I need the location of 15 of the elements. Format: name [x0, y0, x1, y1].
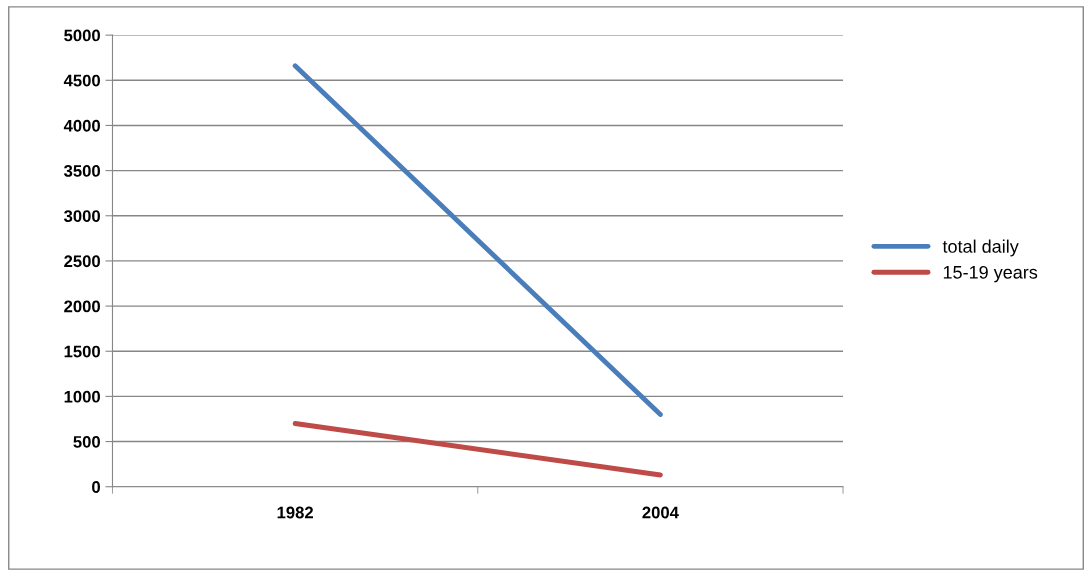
- y-tick-label: 1500: [64, 345, 100, 358]
- y-tick-label: 4000: [63, 119, 100, 132]
- legend-label: total daily: [942, 239, 1019, 257]
- y-tick-label: 500: [73, 435, 100, 448]
- legend-label: 15-19 years: [943, 265, 1038, 283]
- x-tick-label: 1982: [277, 506, 313, 519]
- y-tick-label: 4500: [63, 74, 100, 87]
- y-tick-label: 1000: [64, 390, 100, 403]
- y-tick-label: 3500: [63, 165, 100, 177]
- y-tick-label: 0: [92, 481, 100, 493]
- y-tick-label: 2500: [64, 255, 100, 268]
- y-tick-label: 5000: [64, 29, 100, 42]
- y-tick-label: 3000: [63, 210, 100, 222]
- y-tick-label: 2000: [64, 300, 100, 313]
- x-tick-label: 2004: [642, 506, 679, 519]
